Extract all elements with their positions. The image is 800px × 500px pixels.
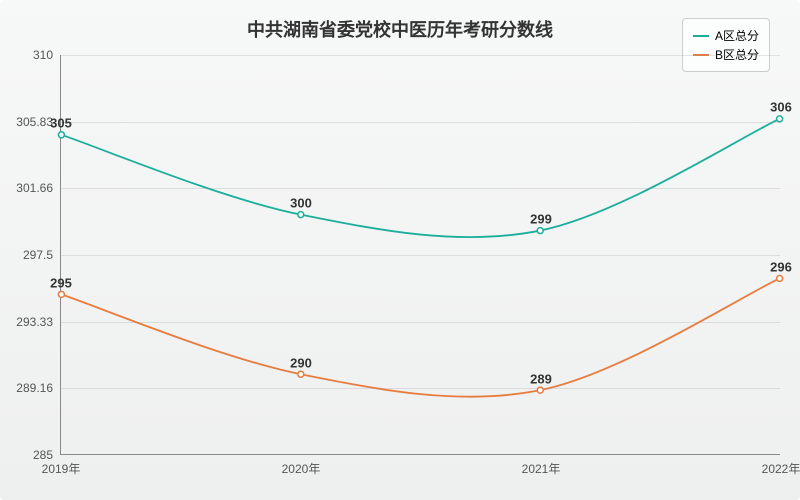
series-marker — [777, 275, 783, 281]
y-axis-label: 289.16 — [16, 381, 61, 395]
grid-line — [61, 188, 780, 189]
x-axis-label: 2019年 — [42, 454, 81, 477]
y-axis-label: 297.5 — [23, 248, 61, 262]
point-value-label: 296 — [770, 260, 792, 275]
point-value-label: 295 — [50, 276, 72, 291]
grid-line — [61, 55, 780, 56]
grid-line — [61, 255, 780, 256]
grid-line — [61, 322, 780, 323]
point-value-label: 300 — [290, 196, 312, 211]
legend-label-a: A区总分 — [715, 27, 759, 44]
legend-item-a: A区总分 — [693, 27, 759, 44]
series-line — [61, 278, 779, 396]
point-value-label: 289 — [530, 372, 552, 387]
point-value-label: 306 — [770, 100, 792, 115]
chart-container: 中共湖南省委党校中医历年考研分数线 A区总分 B区总分 285289.16293… — [0, 0, 800, 500]
y-axis-label: 310 — [33, 48, 61, 62]
point-value-label: 305 — [50, 116, 72, 131]
x-axis-label: 2020年 — [282, 454, 321, 477]
series-marker — [537, 228, 543, 234]
chart-title: 中共湖南省委党校中医历年考研分数线 — [247, 16, 553, 42]
series-line — [61, 119, 779, 237]
series-marker — [58, 132, 64, 138]
grid-line — [61, 388, 780, 389]
series-marker — [58, 291, 64, 297]
point-value-label: 299 — [530, 212, 552, 227]
point-value-label: 290 — [290, 356, 312, 371]
x-axis-label: 2021年 — [522, 454, 561, 477]
y-axis-label: 293.33 — [16, 315, 61, 329]
series-marker — [298, 212, 304, 218]
x-axis-label: 2022年 — [762, 454, 800, 477]
plot-area: 285289.16293.33297.5301.66305.833102019年… — [60, 55, 780, 455]
grid-line — [61, 122, 780, 123]
y-axis-label: 301.66 — [16, 181, 61, 195]
series-marker — [298, 371, 304, 377]
legend-swatch-a — [693, 35, 709, 37]
